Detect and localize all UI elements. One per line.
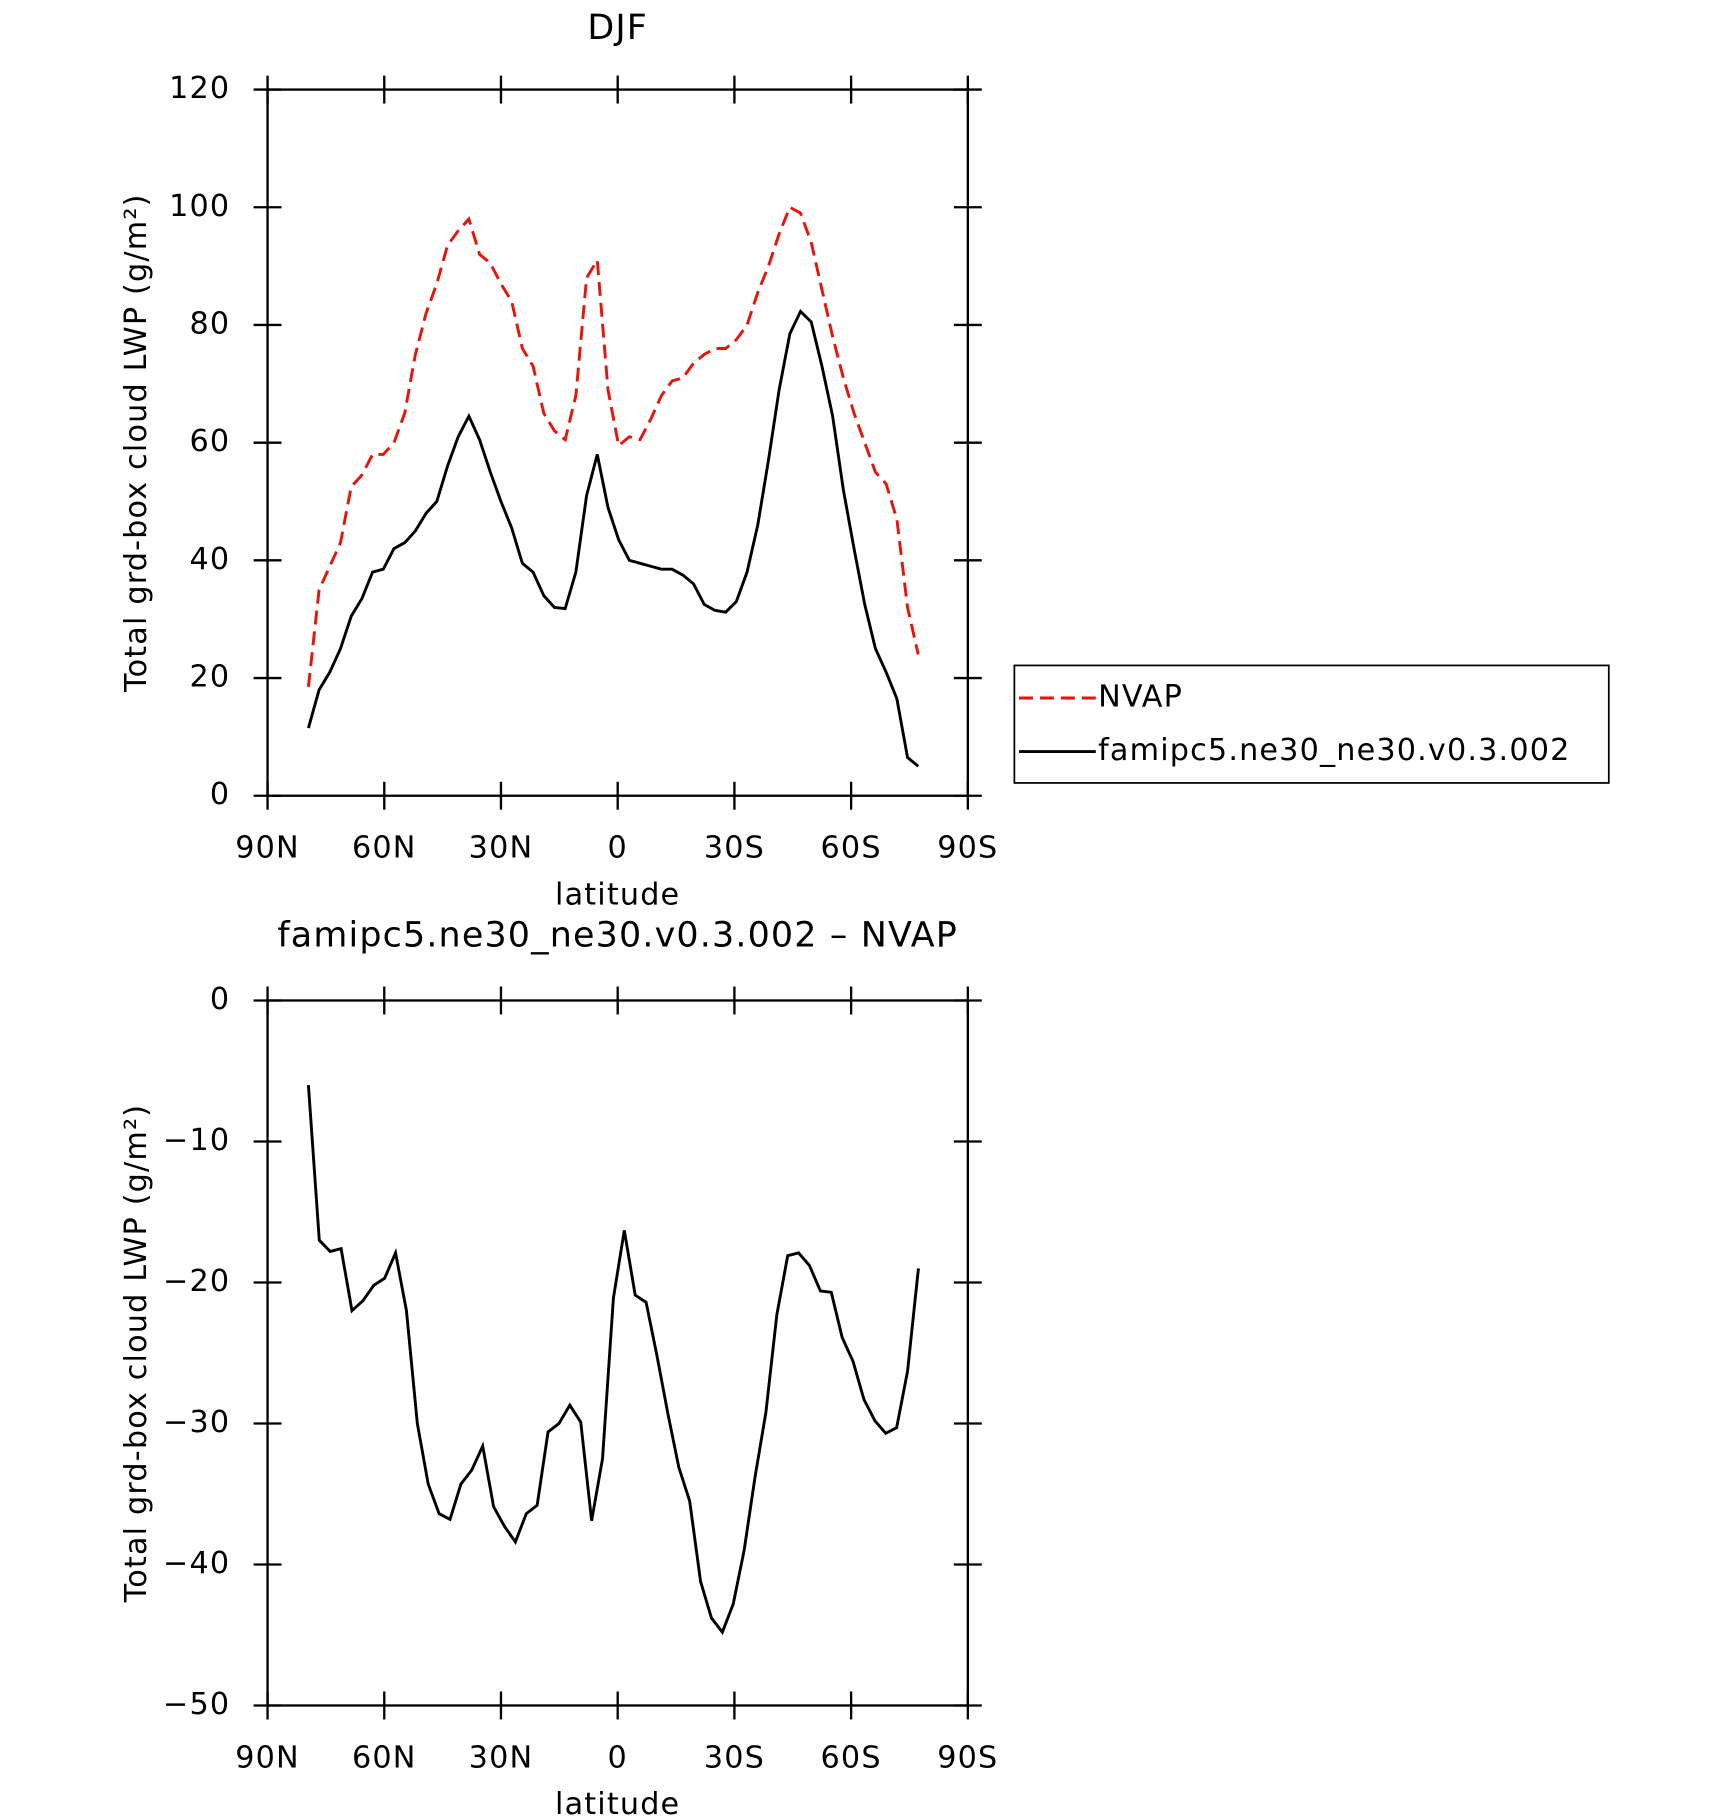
y-tick-label: 100: [169, 189, 230, 224]
x-axis-label: latitude: [555, 1787, 680, 1816]
x-tick-label: 90N: [235, 1740, 300, 1775]
y-tick-label: 120: [169, 71, 230, 106]
x-tick-label: 30N: [469, 1740, 534, 1775]
plot-frame: [266, 999, 969, 1707]
x-tick-label: 60N: [352, 1740, 417, 1775]
x-tick-label: 30S: [704, 1740, 765, 1775]
y-tick-label: −30: [163, 1405, 230, 1440]
y-axis-label: Total grd-box cloud LWP (g/m²): [119, 1104, 154, 1603]
y-tick-label: 0: [210, 982, 230, 1017]
legend-label: NVAP: [1098, 680, 1183, 715]
x-tick-label: 30N: [469, 831, 534, 866]
y-tick-label: 80: [190, 306, 231, 341]
legend-label: famipc5.ne30_ne30.v0.3.002: [1098, 733, 1570, 768]
y-tick-label: −10: [163, 1123, 230, 1158]
x-tick-label: 60N: [352, 831, 417, 866]
y-axis-label: Total grd-box cloud LWP (g/m²): [119, 193, 154, 692]
x-tick-label: 90S: [937, 831, 998, 866]
plot-frame: [266, 88, 969, 797]
y-tick-label: 20: [190, 660, 231, 695]
x-axis-label: latitude: [555, 877, 680, 912]
x-tick-label: 60S: [821, 831, 882, 866]
x-tick-label: 60S: [821, 1740, 882, 1775]
x-tick-label: 90N: [235, 831, 300, 866]
x-tick-label: 0: [607, 1740, 627, 1775]
y-tick-label: −50: [163, 1687, 230, 1722]
x-tick-label: 90S: [937, 1740, 998, 1775]
x-tick-label: 30S: [704, 831, 765, 866]
data-line: [306, 1084, 920, 1636]
y-tick-label: −20: [163, 1264, 230, 1299]
chart-title: DJF: [587, 8, 648, 48]
y-tick-label: 0: [210, 777, 230, 812]
x-tick-label: 0: [607, 831, 627, 866]
chart-title: famipc5.ne30_ne30.v0.3.002 – NVAP: [277, 916, 958, 956]
legend-box: [1013, 664, 1610, 784]
data-line: [306, 205, 920, 688]
y-tick-label: 60: [190, 424, 231, 459]
data-line: [307, 308, 920, 768]
y-tick-label: −40: [163, 1546, 230, 1581]
y-tick-label: 40: [190, 542, 231, 577]
